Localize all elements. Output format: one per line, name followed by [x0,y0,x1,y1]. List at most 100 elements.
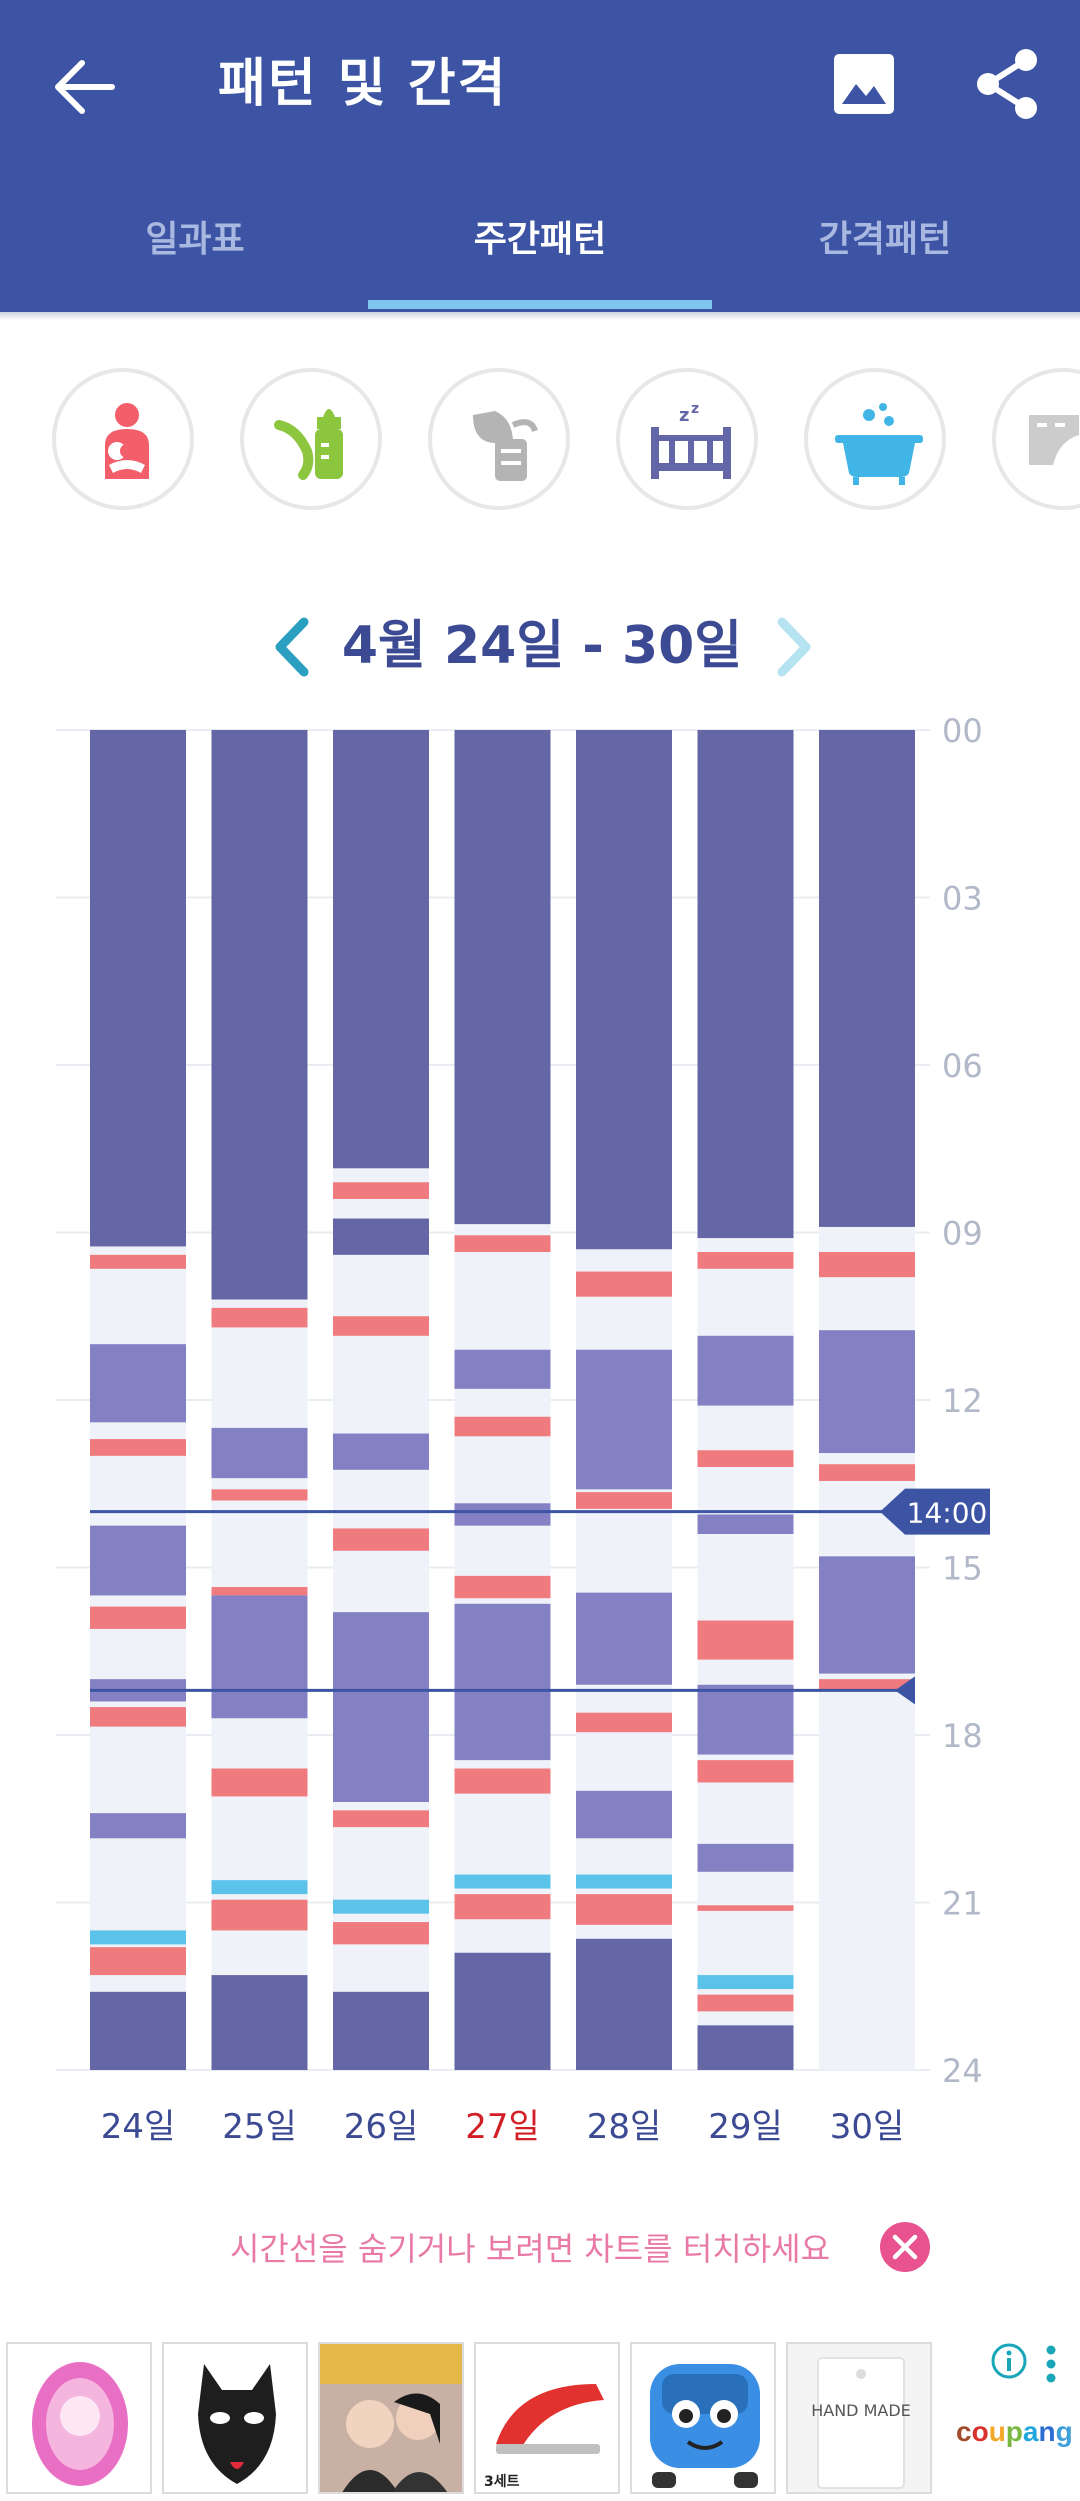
segment-bath [333,1899,429,1914]
segment-feeding [211,1768,308,1797]
segment-feeding [454,1768,551,1794]
segment-feeding [90,1254,186,1269]
breast-pump-icon [473,411,538,481]
day-label: 24일 [101,2107,176,2147]
segment-feeding [90,1606,186,1629]
current-time-label: 14:00 [907,1497,988,1530]
segment-feeding [90,1439,186,1456]
ad-info-button[interactable] [990,2342,1028,2380]
y-tick-label: 21 [942,1885,983,1923]
segment-feeding [90,1707,186,1727]
ad-badge: 3세트 [484,2474,520,2490]
segment-nap [697,1843,794,1872]
week-range-label: 4월 24일 - 30일 [341,616,743,676]
ad-item-mask[interactable] [162,2342,308,2494]
segment-feeding [819,1679,915,1691]
segment-nap [819,1330,915,1454]
hint-close-button[interactable] [880,2222,930,2272]
coupang-logo-letter: a [1022,2416,1039,2447]
segment-night-sleep [333,1218,429,1255]
hint-text: 시간선을 숨기거나 보려면 차트를 터치하세요 [229,2230,831,2268]
tab-weekly-pattern[interactable]: 주간패턴 [473,219,607,260]
segment-nap [454,1349,551,1389]
segment-feeding [576,1712,672,1733]
coupang-logo-letter: o [971,2416,989,2447]
segment-night-sleep [819,730,915,1227]
segment-feeding [576,1894,672,1925]
filter-diaper[interactable] [992,368,1080,510]
segment-feeding [333,1316,429,1336]
segment-feeding [454,1235,551,1253]
day-label: 29일 [708,2107,783,2147]
segment-feeding [333,1810,429,1828]
coupang-logo: coupang [956,2416,1073,2448]
segment-nap [454,1603,551,1761]
arrow-back-icon [55,60,115,114]
segment-feeding [697,1252,794,1269]
segment-night-sleep [576,1938,672,2070]
tab-daily[interactable]: 일과표 [145,219,245,260]
filter-sleep[interactable]: z z [616,368,758,510]
segment-nap [576,1349,672,1490]
segment-nap [211,1427,308,1479]
segment-feeding [697,1760,794,1783]
previous-week-button[interactable] [262,612,322,682]
coupang-logo-letter: u [988,2416,1006,2447]
info-icon [991,2343,1027,2379]
filter-bath[interactable] [804,368,946,510]
segment-bath [90,1930,186,1945]
segment-nap [576,1790,672,1839]
back-button[interactable] [50,52,120,122]
segment-night-sleep [697,730,794,1239]
active-tab-indicator [368,300,712,309]
ad-banner[interactable]: 3세트 HAND MADE [0,2336,1080,2501]
svg-text:z: z [679,405,689,426]
time-marker-arrow [895,1676,915,1705]
ad-item-photo[interactable] [318,2342,464,2494]
segment-nap [90,1344,186,1423]
segment-bath [211,1880,308,1895]
share-button[interactable] [974,48,1040,120]
filter-bottle[interactable] [240,368,382,510]
weekly-pattern-chart[interactable]: 24일 25일 26일 27일 28일 29일 30일 00 03 06 09 12 15 18 21 24 1… [0,700,1080,2180]
coupang-logo-letter: g [1055,2416,1073,2447]
ad-item-bus-balloon[interactable] [630,2342,776,2494]
share-icon [977,49,1037,119]
segment-nap [697,1514,794,1534]
filter-pump[interactable] [428,368,570,510]
app-bar-shadow [0,312,1080,320]
y-tick-label: 18 [942,1717,983,1755]
segment-feeding [819,1464,915,1481]
day-label: 26일 [344,2107,419,2147]
tab-interval-pattern[interactable]: 간격패턴 [818,219,952,260]
ad-item-handmade[interactable]: HAND MADE [786,2342,932,2494]
y-tick-label: 12 [942,1382,983,1420]
ad-more-button[interactable] [1044,2344,1058,2384]
next-week-button[interactable] [764,612,824,682]
bus-balloon-icon [650,2364,760,2488]
segment-feeding [819,1252,915,1278]
day-label: 27일 [465,2107,540,2147]
photo-icon [320,2344,462,2492]
segment-feeding [576,1271,672,1297]
day-label: 30일 [830,2107,905,2147]
segment-feeding [697,1620,794,1660]
segment-feeding [211,1489,308,1501]
ad-handmade-text: HAND MADE [811,2401,911,2420]
image-button[interactable] [832,52,896,116]
day-label: 25일 [222,2107,297,2147]
chevron-left-icon [275,617,309,677]
segment-nap [819,1556,915,1674]
segment-feeding [697,1994,794,2012]
segment-nap [333,1433,429,1470]
y-tick-label: 03 [942,880,983,918]
filter-breastfeeding[interactable] [52,368,194,510]
segment-feeding [211,1899,308,1931]
segment-feeding [211,1587,308,1596]
coupang-logo-letter: n [1038,2416,1056,2447]
y-tick-label: 24 [942,2052,983,2090]
ad-item-stapler[interactable]: 3세트 [474,2342,620,2494]
ad-item-balloon[interactable] [6,2342,152,2494]
segment-night-sleep [211,1975,308,2070]
day-label: 28일 [587,2107,662,2147]
